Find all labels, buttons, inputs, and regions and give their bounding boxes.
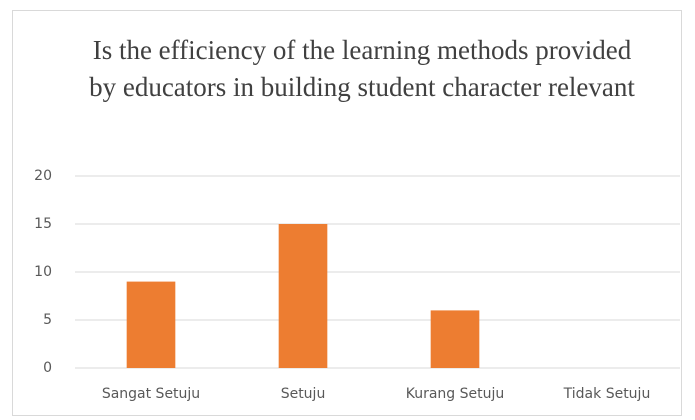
bar (430, 310, 480, 368)
x-tick-label: Sangat Setuju (102, 386, 200, 402)
chart-title: Is the efficiency of the learning method… (89, 35, 635, 102)
x-tick-label: Tidak Setuju (563, 386, 651, 402)
chart-frame (12, 10, 682, 416)
y-tick-label: 15 (34, 216, 52, 232)
y-tick-label: 5 (43, 312, 52, 328)
x-tick-label: Setuju (281, 386, 326, 402)
bar (126, 281, 176, 368)
bar (278, 224, 328, 368)
y-tick-label: 20 (34, 168, 52, 184)
y-tick-label: 10 (34, 264, 52, 280)
y-tick-label: 0 (43, 360, 52, 376)
x-tick-label: Kurang Setuju (406, 386, 505, 402)
